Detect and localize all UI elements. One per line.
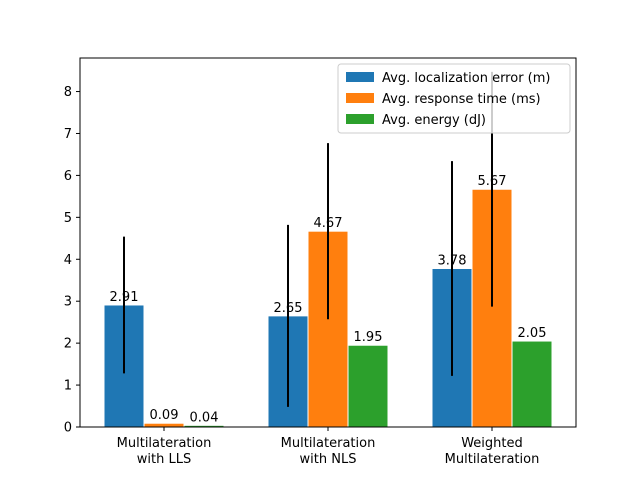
x-tick-label: with NLS [300,452,357,467]
legend-label-1: Avg. localization error (m) [382,71,550,86]
legend-swatch-3 [346,114,374,124]
y-tick-label: 6 [64,169,72,184]
legend-label-2: Avg. response time (ms) [382,92,541,107]
legend-frame [337,63,571,134]
bar-value-label: 1.95 [354,330,383,345]
bar-value-label: 0.09 [150,408,179,423]
bar-value-label: 3.78 [438,253,467,268]
y-tick-label: 7 [64,127,72,142]
bar-2-1 [143,422,185,428]
y-tick-label: 1 [64,379,72,394]
bar-value-label: 2.65 [274,301,303,316]
x-tick-label: Multilateration [445,452,540,467]
y-tick-label: 4 [64,253,72,268]
y-tick-label: 0 [64,421,72,436]
y-tick-label: 3 [64,295,72,310]
legend: Avg. localization error (m) Avg. response… [337,63,571,134]
legend-swatch-1 [346,72,374,82]
bar-value-label: 4.67 [314,216,343,231]
legend-label-3: Avg. energy (dJ) [382,113,486,128]
x-tick-label: with LLS [137,452,191,467]
bar-3-3 [511,340,553,428]
bar-3-2 [347,344,389,428]
bar-value-label: 0.04 [190,410,219,425]
x-tick-label: Multilateration [281,436,376,451]
x-tick-label: Weighted [461,436,523,451]
bar-value-label: 2.05 [518,326,547,341]
x-tick-label: Multilateration [117,436,212,451]
legend-swatch-2 [346,93,374,103]
y-tick-label: 8 [64,85,72,100]
bar-value-label: 5.67 [478,174,507,189]
bar-value-label: 2.91 [110,290,139,305]
bar-labels-layer: 2.91 2.65 3.78 0.09 4.67 5.67 0.04 1.95 2.05 [110,174,547,425]
y-tick-label: 5 [64,211,72,226]
y-tick-label: 2 [64,337,72,352]
